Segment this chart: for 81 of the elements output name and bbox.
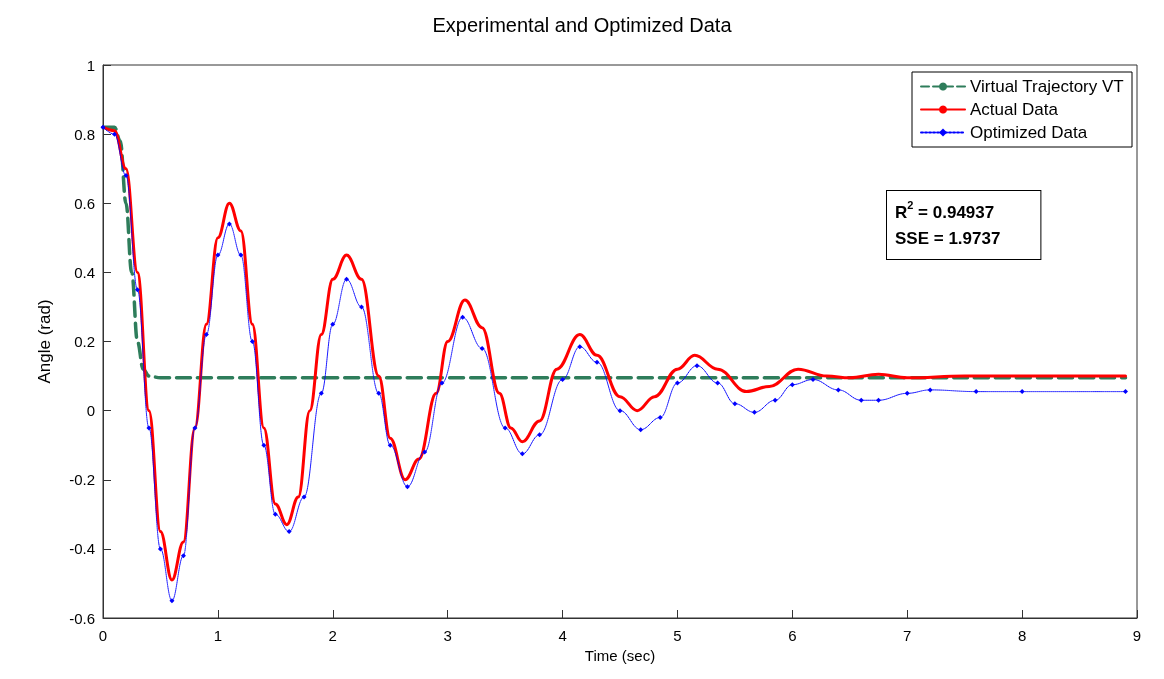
point (359, 304, 364, 310)
point (261, 442, 267, 448)
point (751, 409, 757, 415)
point (1019, 389, 1025, 395)
point (715, 380, 721, 386)
point (638, 427, 644, 433)
point (169, 598, 175, 604)
x-axis-title: Time (sec) (584, 647, 656, 664)
x-tick-label: 5 (673, 627, 682, 644)
point (732, 401, 738, 407)
point (657, 415, 663, 421)
point (192, 425, 198, 431)
y-axis-title: Angle (rad) (35, 299, 54, 384)
point (519, 451, 525, 457)
point (927, 387, 933, 393)
x-tick-label: 0 (98, 627, 108, 644)
line-series (101, 125, 1128, 380)
point (858, 397, 864, 403)
point (460, 314, 466, 320)
point (344, 276, 350, 282)
point (238, 252, 244, 258)
point (301, 494, 307, 500)
point (404, 484, 410, 490)
point (594, 359, 600, 365)
y-tick-label: -0.2 (69, 471, 95, 489)
point (180, 553, 186, 559)
point (617, 408, 623, 414)
y-tick-label: 0 (86, 402, 95, 420)
point (376, 390, 382, 396)
point (100, 124, 106, 130)
point (123, 173, 129, 179)
point (835, 387, 841, 393)
x-tick-label: 9 (1132, 627, 1142, 644)
x-tick-label: 6 (788, 627, 797, 644)
point (286, 529, 292, 535)
point (904, 390, 910, 396)
point (537, 432, 543, 438)
x-tick-label: 4 (558, 627, 567, 644)
x-tick-label: 1 (213, 627, 223, 644)
point (439, 380, 445, 386)
y-tick-label: -0.6 (69, 609, 95, 627)
point (134, 287, 140, 293)
point (577, 344, 583, 350)
point (249, 339, 255, 344)
point (157, 546, 163, 552)
point (502, 425, 508, 431)
point (215, 252, 221, 258)
point (876, 397, 881, 403)
point (111, 131, 117, 137)
point (674, 380, 680, 386)
point (694, 363, 700, 369)
y-tick-label: -0.4 (69, 540, 95, 558)
point (330, 321, 336, 327)
y-tick-label: 1 (86, 56, 95, 74)
legend-label: Actual Data (970, 100, 1059, 119)
y-tick-label: 0.6 (74, 194, 95, 212)
annotation: SSE = 1.9737 (895, 228, 1001, 248)
point (146, 425, 152, 431)
x-tick-label: 2 (328, 627, 337, 644)
point (560, 377, 566, 383)
y-tick-label: 0.4 (74, 263, 95, 281)
y-tick-label: 0.2 (74, 333, 95, 350)
x-tick-label: 3 (443, 627, 452, 644)
point (272, 511, 278, 517)
y-tick-label: 0.8 (74, 125, 95, 143)
chart-title: Experimental and Optimized Data (432, 14, 733, 36)
point (387, 442, 393, 448)
point (226, 221, 232, 227)
point (318, 390, 324, 396)
x-tick-label: 8 (1017, 627, 1027, 644)
point (810, 377, 816, 383)
point (973, 389, 979, 395)
point (422, 449, 428, 455)
point (772, 397, 778, 403)
point (789, 382, 795, 388)
legend-label: Virtual Trajectory VT (970, 77, 1124, 96)
x-tick-label: 7 (903, 627, 912, 644)
point (479, 345, 485, 351)
point (203, 332, 209, 338)
point (1123, 389, 1129, 395)
legend-label: Optimized Data (970, 123, 1088, 142)
